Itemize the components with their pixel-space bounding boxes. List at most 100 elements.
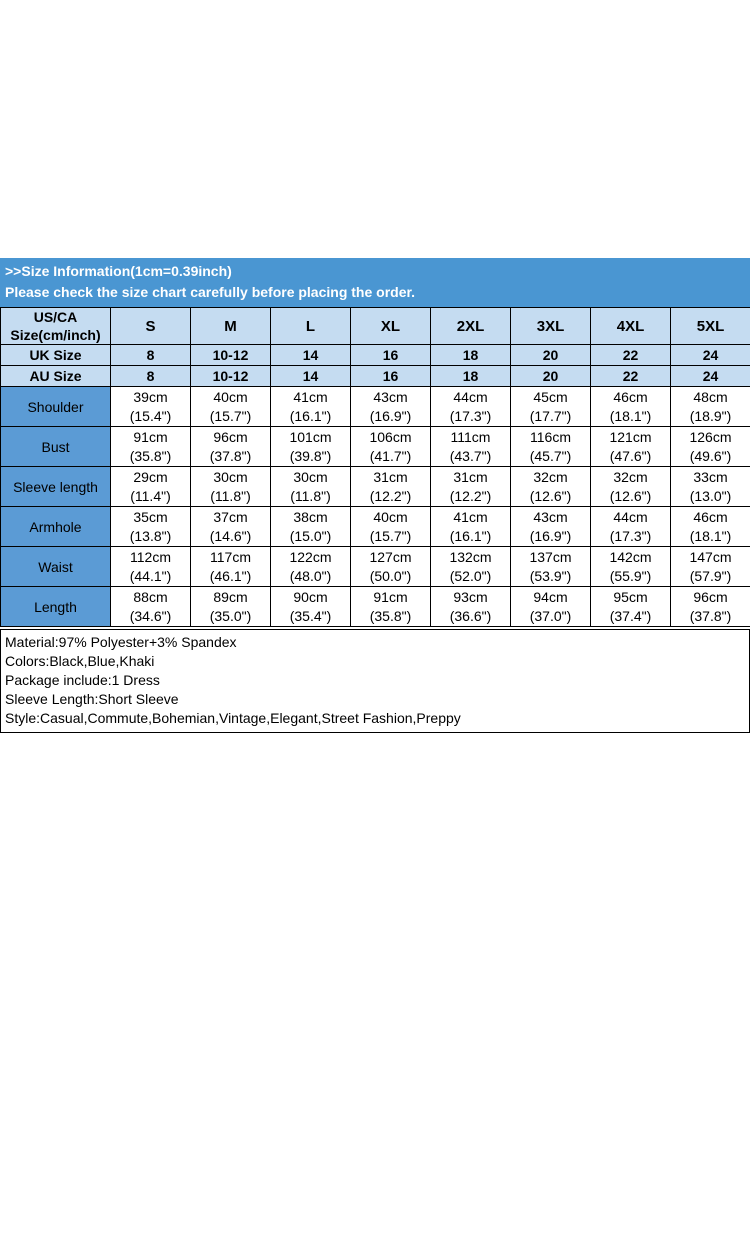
size-value: 14 [271, 366, 351, 387]
size-column-header-2xl: 2XL [431, 308, 511, 345]
measure-cell: 43cm (16.9") [511, 507, 591, 547]
measure-cell: 43cm (16.9") [351, 387, 431, 427]
size-value: 16 [351, 345, 431, 366]
size-value: 8 [111, 366, 191, 387]
measure-cell: 44cm (17.3") [591, 507, 671, 547]
measure-cell: 38cm (15.0") [271, 507, 351, 547]
measure-cell: 37cm (14.6") [191, 507, 271, 547]
size-value: 8 [111, 345, 191, 366]
measure-cell: 121cm (47.6") [591, 427, 671, 467]
measure-cell: 127cm (50.0") [351, 547, 431, 587]
detail-line: Colors:Black,Blue,Khaki [5, 652, 745, 671]
measure-cell: 137cm (53.9") [511, 547, 591, 587]
measure-cell: 41cm (16.1") [271, 387, 351, 427]
measure-cell: 112cm (44.1") [111, 547, 191, 587]
size-info-page: >>Size Information(1cm=0.39inch) Please … [0, 258, 750, 1258]
measure-cell: 40cm (15.7") [351, 507, 431, 547]
measure-cell: 96cm (37.8") [671, 587, 750, 627]
measure-cell: 31cm (12.2") [431, 467, 511, 507]
measure-label: Sleeve length [1, 467, 111, 507]
measure-label: Waist [1, 547, 111, 587]
size-value: 14 [271, 345, 351, 366]
measure-cell: 147cm (57.9") [671, 547, 750, 587]
size-value: 22 [591, 366, 671, 387]
measure-cell: 30cm (11.8") [191, 467, 271, 507]
size-column-header-xl: XL [351, 308, 431, 345]
size-column-header-s: S [111, 308, 191, 345]
measure-label: Length [1, 587, 111, 627]
size-value: 20 [511, 366, 591, 387]
measure-cell: 117cm (46.1") [191, 547, 271, 587]
measure-cell: 91cm (35.8") [351, 587, 431, 627]
measure-cell: 106cm (41.7") [351, 427, 431, 467]
size-value: 10-12 [191, 345, 271, 366]
measure-cell: 96cm (37.8") [191, 427, 271, 467]
size-column-header-4xl: 4XL [591, 308, 671, 345]
measure-cell: 132cm (52.0") [431, 547, 511, 587]
row-label: AU Size [1, 366, 111, 387]
detail-line: Material:97% Polyester+3% Spandex [5, 633, 745, 652]
measure-cell: 95cm (37.4") [591, 587, 671, 627]
measure-cell: 46cm (18.1") [591, 387, 671, 427]
measure-cell: 32cm (12.6") [511, 467, 591, 507]
size-value: 18 [431, 345, 511, 366]
size-value: 24 [671, 366, 750, 387]
measure-label: Armhole [1, 507, 111, 547]
measure-cell: 40cm (15.7") [191, 387, 271, 427]
size-column-header-3xl: 3XL [511, 308, 591, 345]
measure-cell: 111cm (43.7") [431, 427, 511, 467]
measure-cell: 45cm (17.7") [511, 387, 591, 427]
size-info-banner: >>Size Information(1cm=0.39inch) Please … [0, 258, 750, 307]
size-value: 10-12 [191, 366, 271, 387]
size-value: 22 [591, 345, 671, 366]
size-value: 24 [671, 345, 750, 366]
measure-cell: 44cm (17.3") [431, 387, 511, 427]
measure-cell: 93cm (36.6") [431, 587, 511, 627]
measure-cell: 35cm (13.8") [111, 507, 191, 547]
measure-cell: 39cm (15.4") [111, 387, 191, 427]
banner-title: >>Size Information(1cm=0.39inch) [5, 261, 745, 282]
size-column-header-l: L [271, 308, 351, 345]
measure-cell: 90cm (35.4") [271, 587, 351, 627]
measure-cell: 41cm (16.1") [431, 507, 511, 547]
detail-line: Sleeve Length:Short Sleeve [5, 690, 745, 709]
corner-label: US/CA Size(cm/inch) [1, 308, 111, 345]
size-column-header-m: M [191, 308, 271, 345]
detail-line: Style:Casual,Commute,Bohemian,Vintage,El… [5, 709, 745, 728]
measure-cell: 91cm (35.8") [111, 427, 191, 467]
size-value: 20 [511, 345, 591, 366]
size-value: 16 [351, 366, 431, 387]
measure-cell: 94cm (37.0") [511, 587, 591, 627]
banner-subtitle: Please check the size chart carefully be… [5, 282, 745, 303]
detail-line: Package include:1 Dress [5, 671, 745, 690]
measure-cell: 32cm (12.6") [591, 467, 671, 507]
measure-cell: 88cm (34.6") [111, 587, 191, 627]
size-column-header-5xl: 5XL [671, 308, 750, 345]
row-label: UK Size [1, 345, 111, 366]
measure-cell: 33cm (13.0") [671, 467, 750, 507]
measure-cell: 142cm (55.9") [591, 547, 671, 587]
size-value: 18 [431, 366, 511, 387]
measure-cell: 48cm (18.9") [671, 387, 750, 427]
measure-cell: 31cm (12.2") [351, 467, 431, 507]
measure-cell: 29cm (11.4") [111, 467, 191, 507]
measure-cell: 126cm (49.6") [671, 427, 750, 467]
measure-cell: 89cm (35.0") [191, 587, 271, 627]
measure-cell: 30cm (11.8") [271, 467, 351, 507]
measure-cell: 122cm (48.0") [271, 547, 351, 587]
measure-label: Shoulder [1, 387, 111, 427]
measure-cell: 46cm (18.1") [671, 507, 750, 547]
measure-cell: 116cm (45.7") [511, 427, 591, 467]
measure-label: Bust [1, 427, 111, 467]
